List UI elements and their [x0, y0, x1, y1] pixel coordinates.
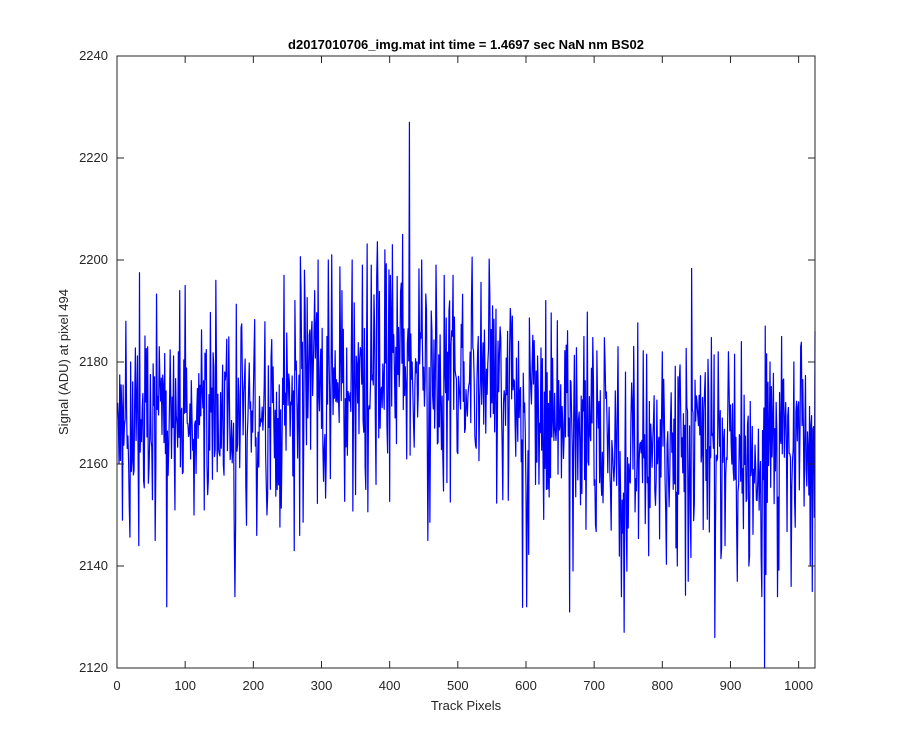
y-tick-label: 2180 — [79, 354, 108, 369]
y-tick-label: 2120 — [79, 660, 108, 675]
x-tick-label: 1000 — [784, 678, 813, 693]
x-tick-label: 100 — [174, 678, 196, 693]
x-tick-label: 300 — [311, 678, 333, 693]
series-line — [117, 121, 816, 669]
x-tick-label: 600 — [515, 678, 537, 693]
x-tick-label: 900 — [720, 678, 742, 693]
y-axis-label: Signal (ADU) at pixel 494 — [56, 289, 71, 435]
x-tick-label: 800 — [651, 678, 673, 693]
x-axis: 0 100 200 300 400 500 600 700 800 900 1000 — [113, 56, 813, 693]
x-tick-label: 500 — [447, 678, 469, 693]
y-tick-label: 2220 — [79, 150, 108, 165]
plot-area-background — [117, 56, 815, 668]
y-tick-label: 2240 — [79, 48, 108, 63]
x-axis-label: Track Pixels — [431, 698, 502, 713]
y-axis: 2120 2140 2160 2180 2200 2220 2240 — [79, 48, 815, 675]
x-tick-label: 400 — [379, 678, 401, 693]
x-tick-label: 700 — [583, 678, 605, 693]
y-tick-label: 2200 — [79, 252, 108, 267]
y-tick-label: 2140 — [79, 558, 108, 573]
x-tick-label: 0 — [113, 678, 120, 693]
chart-title: d2017010706_img.mat int time = 1.4697 se… — [288, 37, 644, 52]
x-tick-label: 200 — [242, 678, 264, 693]
y-tick-label: 2160 — [79, 456, 108, 471]
series-layer — [117, 121, 816, 669]
